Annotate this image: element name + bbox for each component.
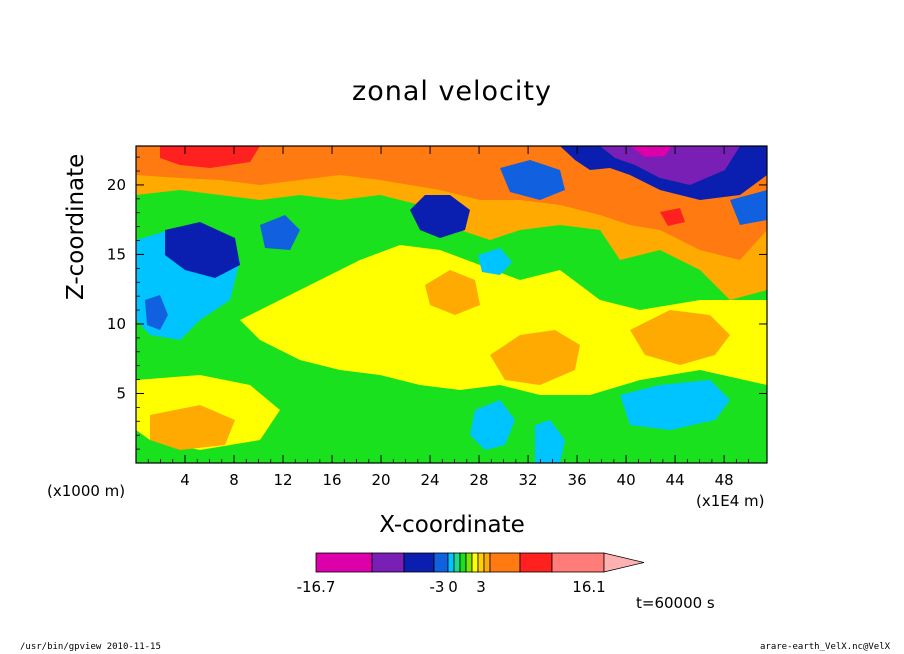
cyan-mid-right bbox=[478, 248, 512, 275]
plot-frame bbox=[135, 145, 768, 464]
colorbar-label: 3 bbox=[476, 578, 486, 596]
colorbar-segment bbox=[519, 552, 553, 573]
colorbar-label: -16.7 bbox=[297, 578, 336, 596]
field-area bbox=[136, 146, 767, 463]
y-tick-label: 5 bbox=[116, 384, 126, 402]
blue-left-small bbox=[145, 295, 168, 330]
x-tick-label: 48 bbox=[715, 471, 734, 489]
upper-right-core bbox=[600, 146, 740, 185]
blue-right-patch bbox=[730, 190, 767, 225]
x-tick-label: 8 bbox=[229, 471, 239, 489]
colorbar-segment bbox=[465, 552, 473, 573]
colorbar-segment bbox=[551, 552, 605, 573]
upper-right-peak bbox=[630, 146, 672, 157]
colorbar-segment bbox=[371, 552, 405, 573]
colorbar-segment bbox=[433, 552, 449, 573]
x-tick-label: 12 bbox=[273, 471, 292, 489]
colorbar-segment bbox=[459, 552, 467, 573]
orange-left-blob bbox=[150, 405, 235, 450]
colorbar-label: 0 bbox=[448, 578, 458, 596]
y-tick-label: 15 bbox=[107, 245, 126, 263]
time-label: t=60000 s bbox=[636, 594, 715, 612]
upper-orange-band bbox=[136, 146, 767, 260]
colorbar-segment bbox=[315, 552, 373, 573]
y-tick-label: 20 bbox=[107, 176, 126, 194]
x-tick-label: 44 bbox=[666, 471, 685, 489]
x-tick-label: 24 bbox=[421, 471, 440, 489]
x-unit-right: (x1E4 m) bbox=[696, 492, 765, 510]
orange-mid-blob bbox=[425, 270, 480, 315]
red-right-patch bbox=[660, 208, 685, 226]
chart-title: zonal velocity bbox=[352, 76, 552, 107]
x-tick-label: 28 bbox=[470, 471, 489, 489]
y-tick-label: 10 bbox=[107, 315, 126, 333]
colorbar-segment bbox=[477, 552, 485, 573]
x-tick-label: 4 bbox=[180, 471, 190, 489]
cyan-bottom-center-2 bbox=[535, 420, 565, 463]
footer-left: /usr/bin/gpview 2010-11-15 bbox=[20, 642, 161, 652]
x-tick-label: 16 bbox=[322, 471, 341, 489]
x-tick-label: 20 bbox=[372, 471, 391, 489]
blue-left-region-2 bbox=[260, 215, 300, 250]
blue-left-region bbox=[165, 222, 240, 278]
colorbar-segment bbox=[453, 552, 461, 573]
colorbar: -16.7 -3 0 3 16.1 bbox=[297, 552, 645, 596]
cyan-bottom-center bbox=[470, 400, 515, 450]
x-tick-label: 36 bbox=[568, 471, 587, 489]
x-unit-left: (x1000 m) bbox=[47, 482, 126, 500]
footer-right: arare-earth_VelX.nc@VelX bbox=[760, 642, 891, 652]
orange-mid-blob-2 bbox=[490, 330, 580, 385]
orange-right-blob bbox=[630, 310, 730, 365]
colorbar-segment bbox=[483, 552, 491, 573]
x-tick-label: 40 bbox=[617, 471, 636, 489]
colorbar-segment bbox=[471, 552, 479, 573]
blue-patch-top bbox=[500, 160, 565, 200]
colorbar-segment bbox=[489, 552, 521, 573]
x-axis-label: X-coordinate bbox=[379, 512, 525, 538]
colorbar-segment bbox=[403, 552, 435, 573]
colorbar-arrow bbox=[603, 552, 645, 573]
x-tick-label: 32 bbox=[519, 471, 538, 489]
colorbar-label: -3 bbox=[430, 578, 445, 596]
yellow-middle-belt bbox=[240, 245, 767, 395]
colorbar-label: 16.1 bbox=[572, 578, 605, 596]
cyan-bottom-right bbox=[620, 380, 730, 430]
colorbar-segment bbox=[447, 552, 455, 573]
blue-patch-center bbox=[410, 195, 470, 238]
